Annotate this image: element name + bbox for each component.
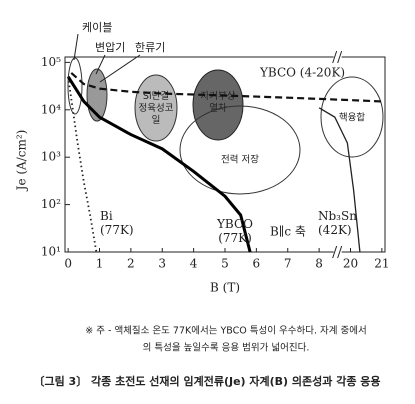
axis-break [332, 245, 338, 259]
region-storage [179, 105, 301, 195]
y-axis-label: Je (A/cm²) [15, 130, 29, 193]
axis-break [332, 50, 338, 64]
leader [95, 54, 106, 75]
annotation: 변압기 [95, 41, 125, 54]
x-tick-label: 2 [127, 257, 135, 271]
series-line [66, 75, 252, 253]
x-tick-label: 4 [190, 257, 198, 271]
annotation: B∥c 축 [270, 225, 306, 239]
x-tick-label: 5 [221, 257, 229, 271]
region-si [134, 74, 178, 142]
footnote: 의 특성을 높일수록 응용 범위가 넓어진다. [143, 342, 310, 354]
x-tick-label: 1 [96, 257, 104, 271]
x-tick-label: 3 [158, 257, 166, 271]
y-tick-label: 10² [41, 197, 61, 211]
x-axis-label: B (T) [210, 281, 240, 295]
region-fusion [320, 76, 384, 158]
series-label: Bi (77K) [100, 209, 134, 237]
annotation: 한류기 [135, 41, 165, 54]
axis-break [337, 245, 343, 259]
x-tick-label: 21 [374, 257, 389, 271]
series-label: Nb₃Sn (42K) [318, 209, 357, 237]
series-line [70, 72, 382, 103]
axis-break [333, 246, 342, 258]
x-tick-label: 0 [64, 257, 72, 271]
y-tick-label: 10³ [41, 150, 61, 164]
leader [99, 54, 141, 83]
caption: 〔그림 3〕 각종 초전도 선재의 임계전류(Je) 자계(B) 의존성과 각종… [33, 374, 380, 388]
annotation: 자기부상 열차 [201, 91, 236, 114]
region-maglev [192, 69, 244, 141]
series-label: YBCO (77K) [216, 217, 253, 245]
x-tick-label: 8 [315, 257, 323, 271]
x-tick-label: 6 [253, 257, 261, 271]
annotation: 핵융합 [339, 112, 365, 124]
footnote: ※ 주 - 액체질소 온도 77K에서는 YBCO 특성이 우수하다. 자계 중… [85, 325, 366, 337]
x-tick-label: 7 [284, 257, 292, 271]
series-label: YBCO (4-20K) [259, 66, 345, 80]
x-tick-label: 20 [343, 257, 358, 271]
series-line [318, 107, 361, 253]
axis-break [333, 51, 342, 63]
region-cable [67, 57, 83, 115]
axis-break [337, 50, 343, 64]
annotation: 케이블 [82, 21, 112, 34]
annotation: Si단결 정육성코 일 [139, 91, 174, 126]
y-tick-label: 10¹ [41, 245, 61, 259]
leader [73, 33, 79, 61]
y-tick-label: 10⁵ [41, 55, 61, 69]
annotation: 전력 저장 [221, 154, 259, 166]
y-tick-label: 10⁴ [41, 102, 61, 116]
